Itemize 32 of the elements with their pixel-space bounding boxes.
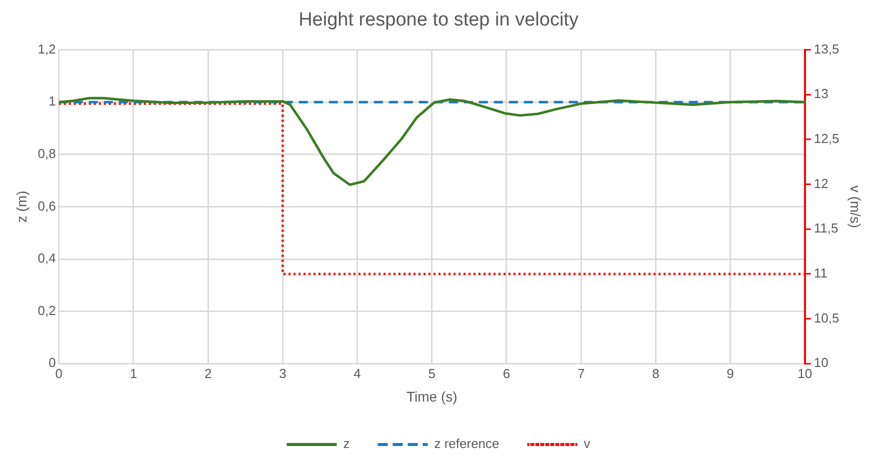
legend-label: z <box>343 436 350 452</box>
y2-tick-label: 10,5 <box>814 310 840 326</box>
x-tick-label: 6 <box>502 366 510 381</box>
y-tick-label: 0,8 <box>38 146 56 161</box>
y-tick-label: 0,4 <box>38 250 56 266</box>
x-tick-label: 8 <box>652 366 660 381</box>
y2-tick-label: 10 <box>814 355 828 370</box>
x-tick-label: 3 <box>279 366 286 381</box>
y-tick-label: 1 <box>48 94 56 109</box>
legend-label: v <box>584 436 591 452</box>
y-tick-label: 0,6 <box>38 198 56 214</box>
y2-tick-label: 11,5 <box>814 220 838 236</box>
x-tick-label: 9 <box>726 366 734 381</box>
y2-axis-title: v (m/s) <box>848 185 864 228</box>
y2-tick-label: 12,5 <box>814 131 840 146</box>
x-tick-label: 5 <box>428 366 436 381</box>
x-tick-label: 10 <box>798 366 812 381</box>
x-axis-title: Time (s) <box>406 388 458 404</box>
y-axis-title: z (m) <box>13 190 30 223</box>
y2-tick-label: 11 <box>814 266 828 281</box>
x-tick-label: 7 <box>577 366 585 381</box>
chart-title: Height respone to step in velocity <box>298 10 579 31</box>
legend-label: z reference <box>434 436 500 452</box>
y-tick-label: 0 <box>48 355 56 370</box>
y2-tick-label: 12 <box>814 176 828 191</box>
x-tick-label: 4 <box>354 366 361 381</box>
y-tick-label: 1,2 <box>38 41 56 56</box>
y-tick-label: 0,2 <box>38 302 56 318</box>
y2-tick-label: 13,5 <box>814 41 840 56</box>
y2-tick-label: 13 <box>814 86 828 102</box>
x-tick-label: 2 <box>204 366 212 381</box>
x-tick-label: 1 <box>130 366 138 381</box>
